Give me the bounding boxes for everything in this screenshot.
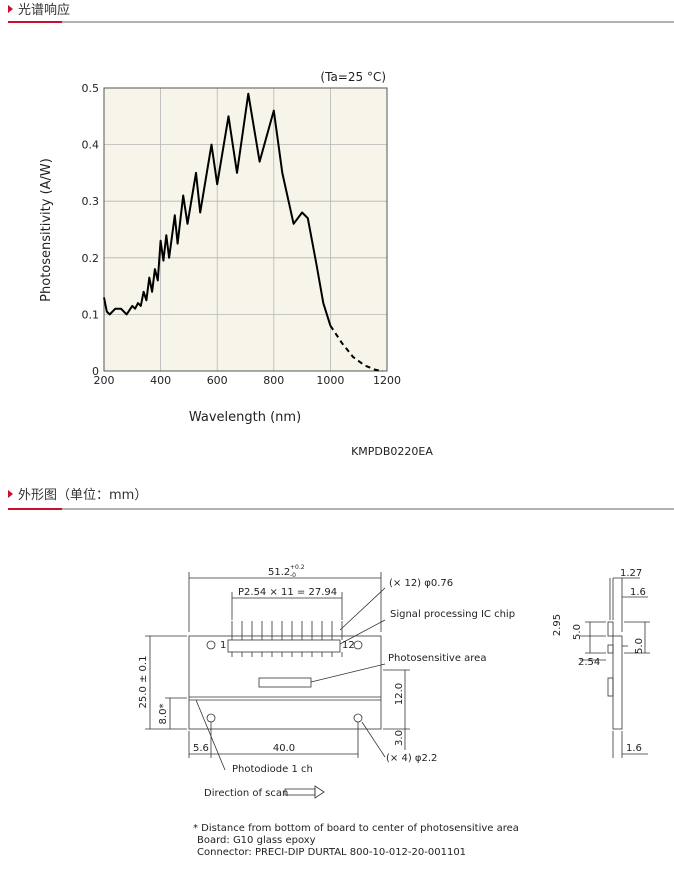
x-tick-label: 400	[150, 374, 171, 387]
y-tick-label: 0.3	[82, 195, 100, 208]
y-tick-label: 0	[92, 365, 99, 378]
dimension: P2.54 × 11 = 27.94	[238, 587, 337, 598]
note: Board: G10 glass epoxy	[197, 835, 316, 846]
dimension: 3.0	[394, 730, 405, 746]
dimension: 1.27	[620, 568, 642, 579]
dimension: 2.54	[578, 657, 600, 668]
y-tick-label: 0.5	[82, 82, 100, 95]
dimension: 2.95	[552, 614, 563, 636]
y-tick-label: 0.4	[82, 139, 100, 152]
callout: Photodiode 1 ch	[232, 764, 313, 775]
header-bullet	[8, 490, 13, 498]
dimension: 25.0 ± 0.1	[138, 656, 149, 709]
dimension: 8.0*	[158, 704, 169, 725]
x-tick-label: 600	[207, 374, 228, 387]
spectral-curve	[329, 325, 383, 372]
dimension: 40.0	[273, 743, 295, 754]
callout: (× 12) φ0.76	[389, 578, 453, 589]
header-bullet	[8, 5, 13, 13]
note: Connector: PRECI-DIP DURTAL 800-10-012-2…	[197, 847, 466, 858]
y-axis-label: Photosensitivity (A/W)	[39, 158, 54, 302]
note: * Distance from bottom of board to cente…	[193, 823, 519, 834]
drawing-labels: 51.2 +0.2 -0 (× 12) φ0.76 P2.54 × 11 = 2…	[138, 564, 646, 858]
callout: (× 4) φ2.2	[386, 753, 437, 764]
plot-frame	[103, 87, 388, 372]
x-tick-label: 1000	[316, 374, 344, 387]
y-tick-label: 0.2	[82, 252, 100, 265]
section-title: 光谱响应	[18, 2, 70, 18]
annotation: (Ta=25 °C)	[320, 70, 386, 84]
figure-code: KMPDB0220EA	[351, 445, 433, 458]
dimension: 5.0	[572, 624, 583, 640]
chart: 200 400 600 800 1000 1200 0 0.1 0.2 0.3 0.4 0.5	[82, 82, 402, 387]
dimension-tolerance: -0	[290, 572, 296, 579]
plot-area	[103, 87, 388, 372]
dimension: 51.2	[268, 567, 290, 578]
x-tick-label: 800	[263, 374, 284, 387]
x-tick-label: 1200	[373, 374, 401, 387]
pin-label: 1	[220, 640, 226, 651]
section-title: 外形图（单位：mm）	[18, 488, 147, 503]
pin-label: 12	[342, 640, 355, 651]
dimension: 12.0	[394, 683, 405, 705]
callout: Signal processing IC chip	[390, 609, 515, 620]
callout: Direction of scan	[204, 788, 288, 799]
y-tick-label: 0.1	[82, 308, 100, 321]
dimension: 1.6	[626, 743, 642, 754]
dimension: 5.0	[634, 638, 645, 654]
dimension: 1.6	[630, 587, 646, 598]
callout: Photosensitive area	[388, 653, 486, 664]
outline-drawing	[145, 572, 650, 799]
dimension: 5.6	[193, 743, 209, 754]
dimension-tolerance: +0.2	[290, 564, 305, 571]
x-axis-label: Wavelength (nm)	[189, 410, 301, 425]
spectral-curve	[103, 92, 332, 326]
x-tick-label: 200	[94, 374, 115, 387]
